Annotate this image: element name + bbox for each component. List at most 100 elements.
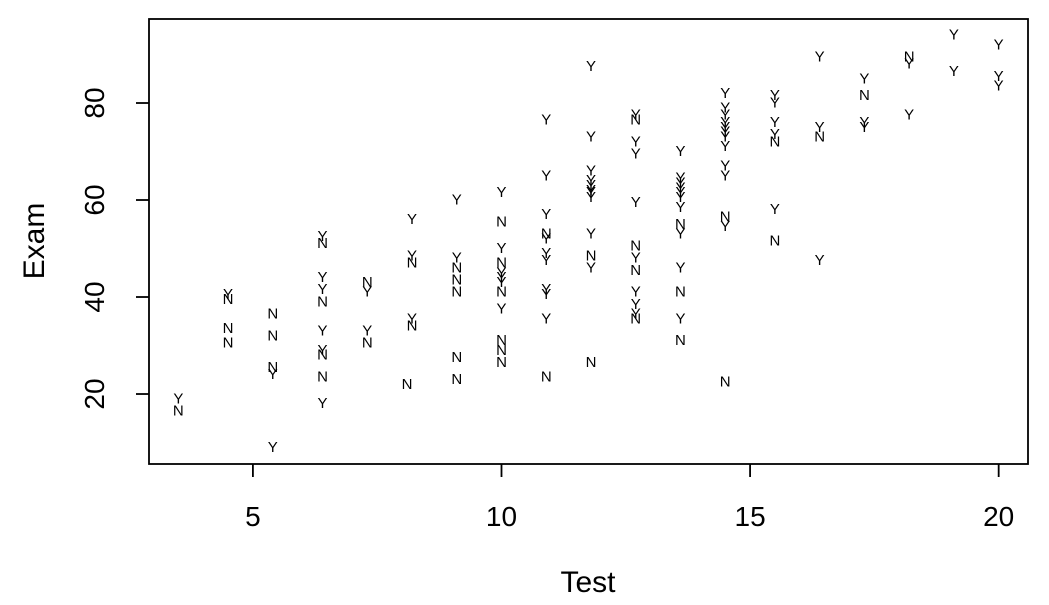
y-axis-ticks: 20 40 60 80	[79, 87, 149, 410]
data-point-Y: Y	[859, 114, 869, 131]
data-point-Y: Y	[541, 286, 551, 303]
data-point-Y: Y	[452, 192, 462, 209]
data-point-N: N	[496, 255, 507, 272]
data-point-N: N	[814, 128, 825, 145]
data-point-Y: Y	[720, 218, 730, 235]
data-point-Y: Y	[859, 70, 869, 87]
data-point-Y: Y	[994, 68, 1004, 85]
data-point-N: N	[541, 369, 552, 386]
data-point-N: N	[496, 284, 507, 301]
y-tick-label: 80	[79, 87, 110, 118]
data-point-Y: Y	[496, 274, 506, 291]
data-point-N: N	[223, 291, 234, 308]
data-point-N: N	[586, 247, 597, 264]
data-point-Y: Y	[586, 128, 596, 145]
data-point-Y: Y	[859, 119, 869, 136]
data-point-Y: Y	[949, 63, 959, 80]
data-point-Y: Y	[949, 27, 959, 44]
data-point-Y: Y	[586, 172, 596, 189]
data-point-Y: Y	[541, 252, 551, 269]
data-point-N: N	[223, 335, 234, 352]
data-point-Y: Y	[994, 78, 1004, 95]
data-point-Y: Y	[815, 119, 825, 136]
x-tick-label: 20	[983, 501, 1014, 532]
data-point-Y: Y	[631, 305, 641, 322]
y-axis-title: Exam	[18, 203, 51, 280]
data-point-Y: Y	[318, 269, 328, 286]
data-point-N: N	[451, 349, 462, 366]
data-point-Y: Y	[631, 107, 641, 124]
data-point-Y: Y	[496, 240, 506, 257]
data-point-N: N	[267, 305, 278, 322]
data-point-Y: Y	[318, 281, 328, 298]
data-point-Y: Y	[720, 128, 730, 145]
data-point-Y: Y	[675, 184, 685, 201]
data-point-Y: Y	[496, 184, 506, 201]
data-point-Y: Y	[586, 184, 596, 201]
data-point-Y: Y	[586, 259, 596, 276]
data-point-Y: Y	[586, 189, 596, 206]
data-point-Y: Y	[675, 189, 685, 206]
data-point-Y: Y	[631, 133, 641, 150]
data-point-N: N	[630, 111, 641, 128]
data-point-N: N	[223, 320, 234, 337]
x-tick-label: 15	[735, 501, 766, 532]
data-point-N: N	[770, 233, 781, 250]
data-point-Y: Y	[770, 114, 780, 131]
data-point-Y: Y	[586, 177, 596, 194]
data-point-Y: Y	[631, 145, 641, 162]
data-point-N: N	[317, 235, 328, 252]
data-point-Y: Y	[541, 111, 551, 128]
data-point-Y: Y	[720, 107, 730, 124]
data-point-N: N	[630, 262, 641, 279]
data-point-Y: Y	[541, 310, 551, 327]
data-point-N: N	[720, 208, 731, 225]
data-point-N: N	[630, 238, 641, 255]
data-point-N: N	[496, 332, 507, 349]
data-point-N: N	[675, 216, 686, 233]
data-point-Y: Y	[407, 310, 417, 327]
data-point-Y: Y	[675, 199, 685, 216]
data-point-Y: Y	[362, 284, 372, 301]
data-point-Y: Y	[720, 138, 730, 155]
data-point-Y: Y	[541, 281, 551, 298]
data-point-Y: Y	[631, 194, 641, 211]
data-point-Y: Y	[720, 119, 730, 136]
data-point-Y: Y	[675, 225, 685, 242]
data-point-Y: Y	[720, 124, 730, 141]
data-point-N: N	[630, 310, 641, 327]
data-point-N: N	[496, 354, 507, 371]
data-point-Y: Y	[541, 230, 551, 247]
data-point-Y: Y	[541, 167, 551, 184]
data-point-Y: Y	[720, 167, 730, 184]
data-point-Y: Y	[173, 390, 183, 407]
data-point-Y: Y	[268, 366, 278, 383]
data-point-Y: Y	[904, 56, 914, 73]
data-point-Y: Y	[268, 439, 278, 456]
data-point-Y: Y	[586, 58, 596, 75]
data-point-Y: Y	[318, 395, 328, 412]
y-tick-label: 40	[79, 281, 110, 312]
data-point-Y: Y	[586, 182, 596, 199]
data-point-Y: Y	[318, 322, 328, 339]
data-point-N: N	[451, 371, 462, 388]
data-point-Y: Y	[631, 296, 641, 313]
y-tick-label: 20	[79, 378, 110, 409]
x-tick-label: 5	[245, 501, 261, 532]
data-point-N: N	[173, 402, 184, 419]
data-point-Y: Y	[631, 284, 641, 301]
data-point-Y: Y	[223, 286, 233, 303]
data-point-N: N	[317, 347, 328, 364]
data-point-Y: Y	[496, 264, 506, 281]
data-point-Y: Y	[452, 250, 462, 267]
data-point-Y: Y	[720, 99, 730, 116]
data-points-layer: YYYYYYYYYYYYYYYYYYYYYYYYYYYYYYYYYYYYYYYY…	[173, 27, 1004, 456]
data-point-N: N	[496, 213, 507, 230]
data-point-N: N	[267, 327, 278, 344]
data-point-N: N	[362, 335, 373, 352]
plot-border	[148, 18, 1029, 465]
data-point-Y: Y	[586, 162, 596, 179]
data-point-Y: Y	[770, 87, 780, 104]
